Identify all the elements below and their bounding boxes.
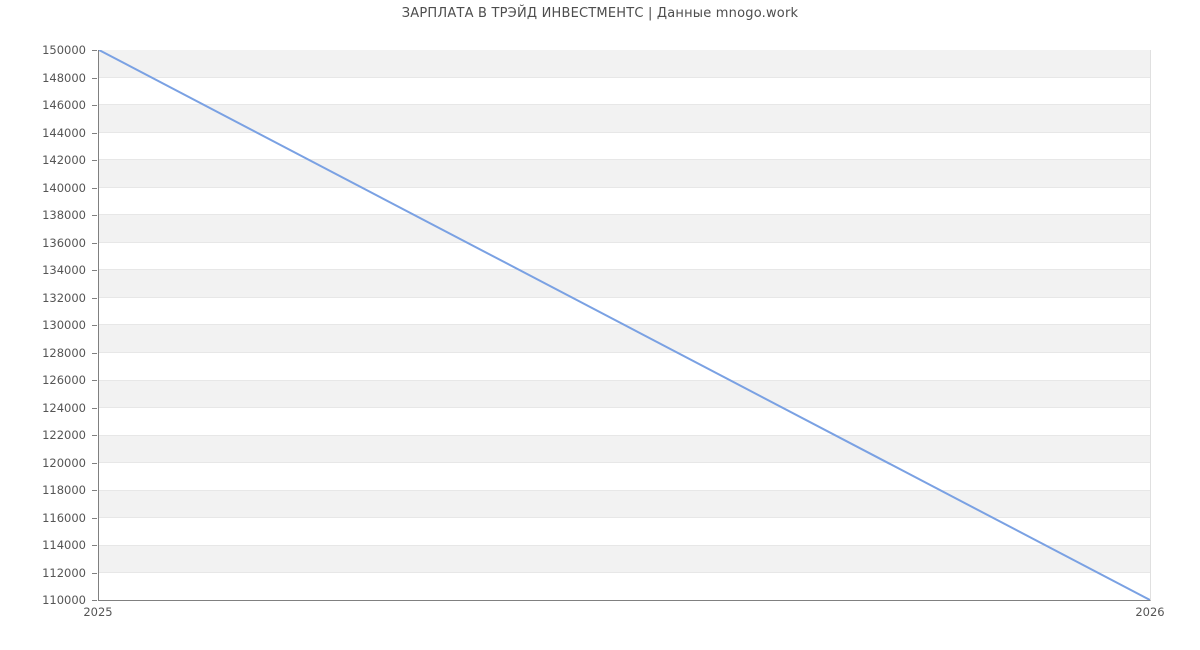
y-tick-mark xyxy=(92,517,97,519)
y-tick-label: 116000 xyxy=(42,510,86,525)
plot-band xyxy=(99,408,1150,436)
y-tick-label: 148000 xyxy=(42,70,86,85)
salary-line-chart xyxy=(99,50,1150,600)
plot-band xyxy=(99,353,1150,381)
y-tick-mark xyxy=(92,380,97,381)
y-tick-label: 128000 xyxy=(42,345,86,360)
salary-line xyxy=(99,50,1150,600)
y-tick-mark xyxy=(92,105,97,106)
y-tick-mark xyxy=(92,435,97,436)
y-tick-label: 124000 xyxy=(42,400,86,415)
plot-band xyxy=(99,105,1150,133)
plot-band xyxy=(99,435,1150,464)
y-tick-label: 110000 xyxy=(42,593,86,607)
y-tick-label: 146000 xyxy=(42,98,86,112)
y-tick-mark xyxy=(92,545,97,546)
y-tick-mark xyxy=(92,270,97,271)
plot-band xyxy=(99,187,1150,216)
y-tick-mark xyxy=(92,490,97,491)
y-tick-label: 132000 xyxy=(42,290,86,305)
plot-band xyxy=(99,463,1150,491)
y-tick-label: 134000 xyxy=(42,263,86,277)
y-tick-mark xyxy=(92,187,97,189)
y-tick-mark xyxy=(92,242,97,244)
plot-band xyxy=(99,160,1150,188)
y-tick-mark xyxy=(92,462,97,464)
plot-band xyxy=(99,545,1150,574)
plot-band xyxy=(99,518,1150,546)
y-tick-label: 112000 xyxy=(42,565,86,580)
plot-band xyxy=(99,215,1150,243)
chart-title: ЗАРПЛАТА В ТРЭЙД ИНВЕСТМЕНТС | Данные mn… xyxy=(401,6,799,21)
y-tick-mark xyxy=(92,600,97,601)
plot-band xyxy=(99,77,1150,106)
y-tick-mark xyxy=(92,297,97,299)
y-axis: 150000 148000 146000 144000 142000 140000 1380… xyxy=(0,43,98,607)
x-axis: 2025 2026 xyxy=(83,605,1164,625)
y-tick-label: 126000 xyxy=(42,373,86,387)
plot-band xyxy=(99,380,1150,409)
y-tick-label: 118000 xyxy=(42,483,86,497)
y-tick-mark xyxy=(92,325,97,326)
y-tick-label: 150000 xyxy=(42,43,86,57)
plot-band xyxy=(99,490,1150,519)
plot-band xyxy=(99,573,1150,600)
y-tick-mark xyxy=(92,160,97,161)
y-tick-label: 138000 xyxy=(42,208,86,222)
y-tick-mark xyxy=(92,572,97,574)
y-tick-label: 136000 xyxy=(42,235,86,250)
y-tick-label: 144000 xyxy=(42,125,86,140)
y-tick-label: 114000 xyxy=(42,538,86,552)
x-tick-label: 2025 xyxy=(83,605,113,619)
plot-area xyxy=(98,50,1151,601)
y-tick-label: 142000 xyxy=(42,153,86,167)
plot-band xyxy=(99,132,1150,161)
plot-band xyxy=(99,50,1150,78)
y-tick-mark xyxy=(92,50,97,51)
y-tick-label: 130000 xyxy=(42,318,86,332)
y-tick-label: 140000 xyxy=(42,180,86,195)
plot-band xyxy=(99,242,1150,271)
x-tick-label: 2026 xyxy=(1135,605,1165,619)
y-tick-mark xyxy=(92,352,97,354)
y-tick-label: 122000 xyxy=(42,428,86,442)
y-tick-mark xyxy=(92,77,97,79)
plot-band xyxy=(99,325,1150,354)
plot-band xyxy=(99,270,1150,298)
y-tick-mark xyxy=(92,215,97,216)
y-tick-label: 120000 xyxy=(42,455,86,470)
plot-bands xyxy=(99,50,1150,600)
y-tick-mark xyxy=(92,132,97,134)
y-tick-mark xyxy=(92,407,97,409)
